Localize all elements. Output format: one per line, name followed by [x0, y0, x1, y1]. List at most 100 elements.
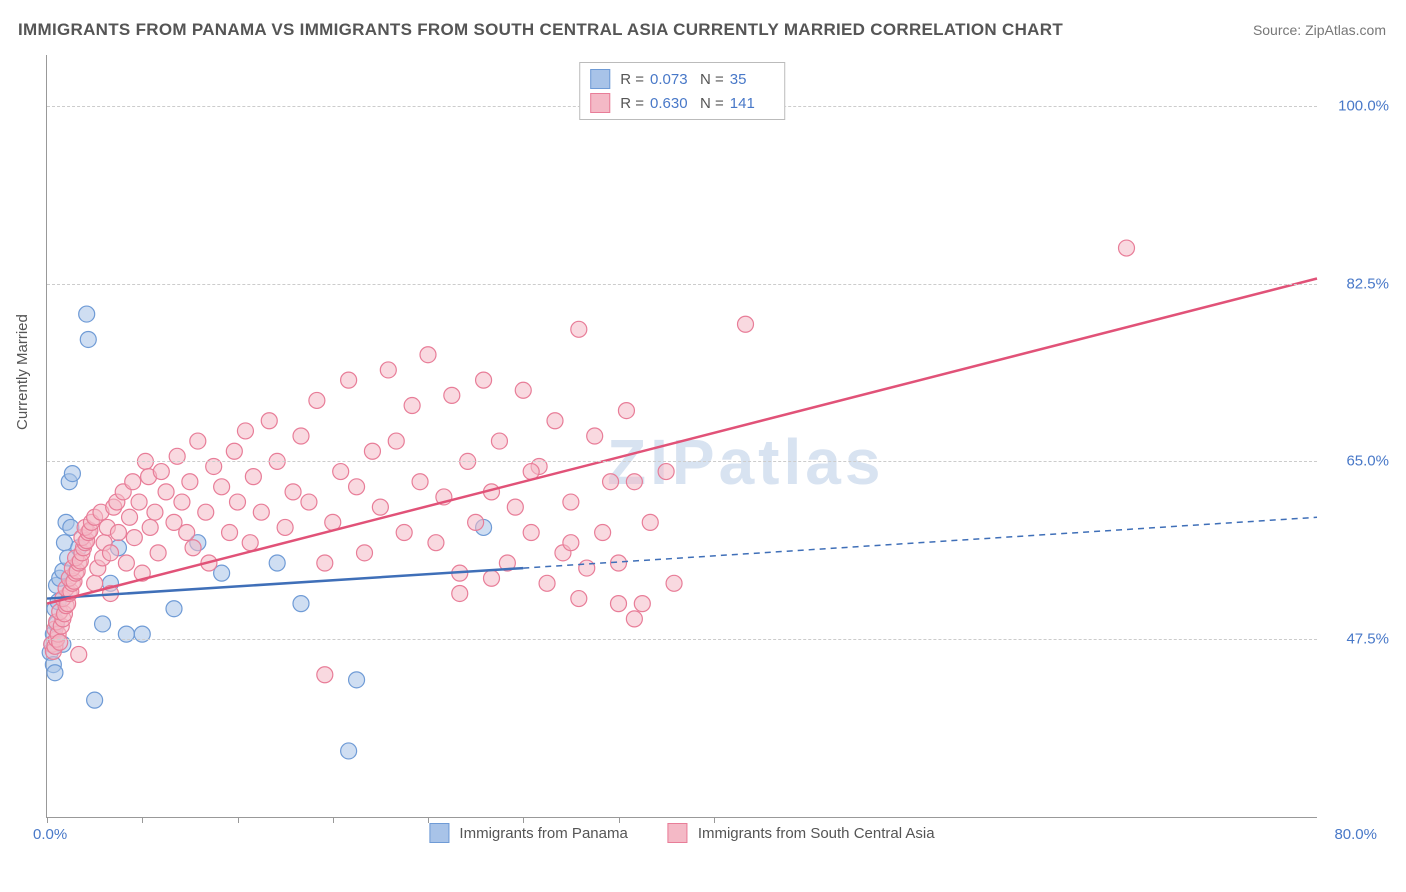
x-tick: [523, 817, 524, 823]
chart-title: IMMIGRANTS FROM PANAMA VS IMMIGRANTS FRO…: [18, 20, 1063, 40]
data-point-panama: [166, 601, 182, 617]
legend-r-label: R =: [620, 95, 644, 112]
data-point-sca: [158, 484, 174, 500]
x-axis-max-label: 80.0%: [1334, 826, 1377, 843]
data-point-panama: [293, 596, 309, 612]
x-tick: [619, 817, 620, 823]
data-point-sca: [301, 494, 317, 510]
data-point-sca: [150, 545, 166, 561]
data-point-sca: [484, 570, 500, 586]
data-point-sca: [658, 464, 674, 480]
data-point-sca: [547, 413, 563, 429]
data-point-sca: [396, 525, 412, 541]
data-point-sca: [404, 398, 420, 414]
data-point-sca: [618, 403, 634, 419]
data-point-sca: [131, 494, 147, 510]
data-point-sca: [52, 634, 68, 650]
data-point-sca: [1119, 240, 1135, 256]
swatch-sca-icon: [590, 93, 610, 113]
data-point-sca: [452, 585, 468, 601]
data-point-sca: [579, 560, 595, 576]
y-tick-label: 100.0%: [1338, 97, 1389, 114]
data-point-sca: [174, 494, 190, 510]
data-point-sca: [230, 494, 246, 510]
data-point-sca: [285, 484, 301, 500]
data-point-sca: [563, 494, 579, 510]
x-axis-min-label: 0.0%: [33, 826, 67, 843]
legend-r-value: 0.073: [650, 71, 694, 88]
x-tick: [428, 817, 429, 823]
data-point-sca: [110, 525, 126, 541]
data-point-sca: [595, 525, 611, 541]
gridline: [47, 461, 1317, 462]
data-point-sca: [245, 469, 261, 485]
data-point-sca: [428, 535, 444, 551]
swatch-panama-icon: [429, 823, 449, 843]
x-tick: [714, 817, 715, 823]
data-point-sca: [182, 474, 198, 490]
legend-row-sca: R = 0.630 N = 141: [590, 91, 774, 115]
data-point-sca: [317, 555, 333, 571]
data-point-sca: [341, 372, 357, 388]
data-point-sca: [412, 474, 428, 490]
data-point-sca: [253, 504, 269, 520]
data-point-sca: [515, 382, 531, 398]
data-point-sca: [611, 596, 627, 612]
legend-item-sca: Immigrants from South Central Asia: [668, 823, 935, 843]
data-point-sca: [372, 499, 388, 515]
data-point-sca: [125, 474, 141, 490]
x-tick: [238, 817, 239, 823]
data-point-sca: [642, 514, 658, 530]
data-point-sca: [153, 464, 169, 480]
data-point-sca: [317, 667, 333, 683]
legend-r-value: 0.630: [650, 95, 694, 112]
data-point-sca: [179, 525, 195, 541]
data-point-sca: [142, 519, 158, 535]
legend-n-label: N =: [700, 71, 724, 88]
gridline: [47, 284, 1317, 285]
chart-plot-area: ZIPatlas R = 0.073 N = 35 R = 0.630 N = …: [46, 55, 1317, 818]
data-point-sca: [468, 514, 484, 530]
data-point-sca: [190, 433, 206, 449]
data-point-sca: [198, 504, 214, 520]
data-point-panama: [56, 535, 72, 551]
data-point-sca: [185, 540, 201, 556]
data-point-sca: [364, 443, 380, 459]
data-point-sca: [571, 591, 587, 607]
source-attribution: Source: ZipAtlas.com: [1253, 22, 1386, 38]
scatter-svg: [47, 55, 1317, 817]
data-point-sca: [333, 464, 349, 480]
data-point-sca: [444, 387, 460, 403]
data-point-sca: [626, 611, 642, 627]
data-point-sca: [634, 596, 650, 612]
x-tick: [47, 817, 48, 823]
data-point-panama: [95, 616, 111, 632]
legend-label: Immigrants from Panama: [459, 825, 627, 842]
y-tick-label: 65.0%: [1346, 453, 1389, 470]
data-point-sca: [380, 362, 396, 378]
data-point-sca: [476, 372, 492, 388]
data-point-sca: [147, 504, 163, 520]
legend-n-value: 35: [730, 71, 774, 88]
data-point-panama: [269, 555, 285, 571]
data-point-sca: [523, 525, 539, 541]
data-point-panama: [47, 665, 63, 681]
data-point-sca: [571, 321, 587, 337]
data-point-sca: [71, 646, 87, 662]
y-tick-label: 82.5%: [1346, 275, 1389, 292]
data-point-panama: [341, 743, 357, 759]
data-point-sca: [122, 509, 138, 525]
y-axis-label: Currently Married: [14, 314, 31, 430]
data-point-sca: [309, 392, 325, 408]
data-point-sca: [587, 428, 603, 444]
data-point-panama: [79, 306, 95, 322]
data-point-sca: [103, 545, 119, 561]
legend-item-panama: Immigrants from Panama: [429, 823, 627, 843]
data-point-sca: [261, 413, 277, 429]
data-point-sca: [603, 474, 619, 490]
data-point-sca: [666, 575, 682, 591]
data-point-panama: [87, 692, 103, 708]
x-tick: [333, 817, 334, 823]
swatch-sca-icon: [668, 823, 688, 843]
data-point-sca: [222, 525, 238, 541]
